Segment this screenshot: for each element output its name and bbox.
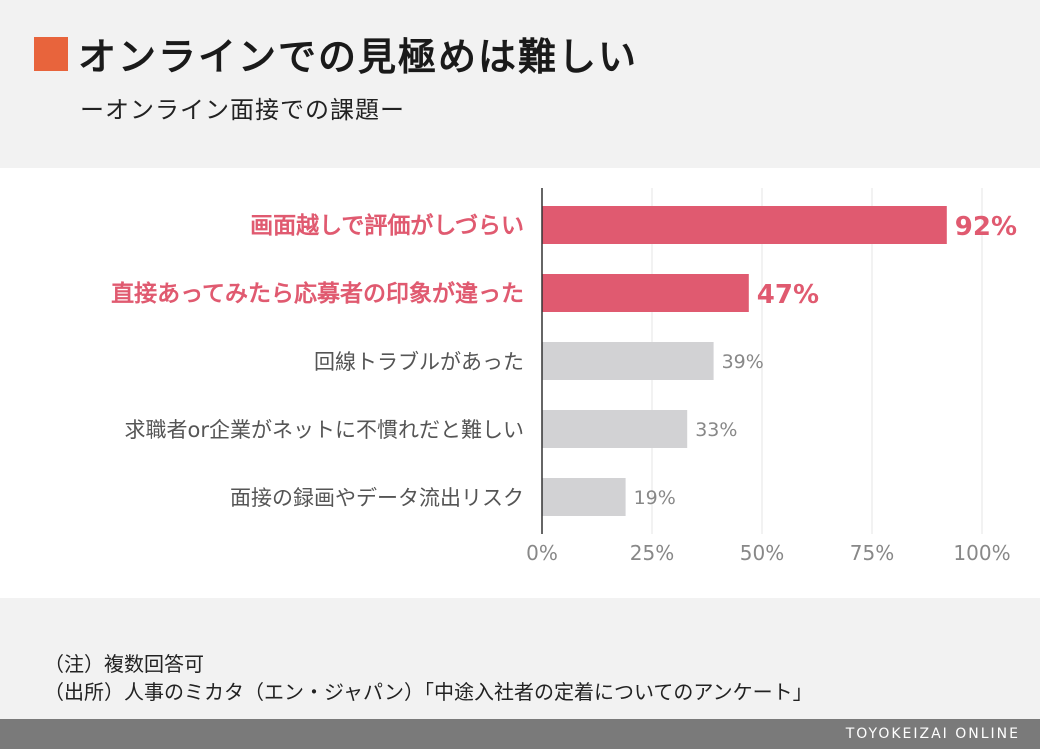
bar: [542, 478, 626, 516]
page-subtitle: ーオンライン面接での課題ー: [80, 96, 405, 124]
title-block: オンラインでの見極めは難しい: [34, 26, 638, 81]
category-label: 面接の録画やデータ流出リスク: [230, 486, 524, 510]
bar: [542, 274, 749, 312]
x-tick-label: 0%: [526, 541, 558, 565]
bar-chart: 0% 25% 50% 75% 100% 画面越しで評価がしづらい 92% 直接あってみたら応募…: [111, 188, 1017, 565]
bar: [542, 342, 714, 380]
page-title: オンラインでの見極めは難しい: [78, 35, 639, 79]
category-label: 画面越しで評価がしづらい: [250, 212, 524, 239]
source-notes: （注）複数回答可 （出所）人事のミカタ（エン・ジャパン）「中途入社者の定着につい…: [44, 650, 813, 706]
value-label: 92%: [955, 212, 1017, 242]
brand-label: TOYOKEIZAI ONLINE: [845, 726, 1020, 742]
category-label: 回線トラブルがあった: [314, 350, 524, 374]
value-label: 39%: [722, 351, 764, 373]
title-accent-square: [34, 36, 68, 71]
value-label: 47%: [757, 280, 819, 310]
source-text: （出所）人事のミカタ（エン・ジャパン）「中途入社者の定着についてのアンケート」: [44, 680, 813, 704]
x-tick-label: 25%: [630, 541, 674, 565]
value-label: 33%: [695, 419, 737, 441]
x-tick-label: 100%: [953, 541, 1010, 565]
category-label: 直接あってみたら応募者の印象が違った: [111, 280, 524, 307]
footer-bar: TOYOKEIZAI ONLINE: [0, 719, 1040, 749]
value-label: 19%: [634, 487, 676, 509]
bar: [542, 410, 688, 448]
bar: [542, 206, 947, 244]
x-tick-label: 75%: [850, 541, 894, 565]
category-label: 求職者or企業がネットに不慣れだと難しい: [125, 418, 524, 442]
x-tick-label: 50%: [740, 541, 784, 565]
note-text: （注）複数回答可: [44, 652, 204, 676]
